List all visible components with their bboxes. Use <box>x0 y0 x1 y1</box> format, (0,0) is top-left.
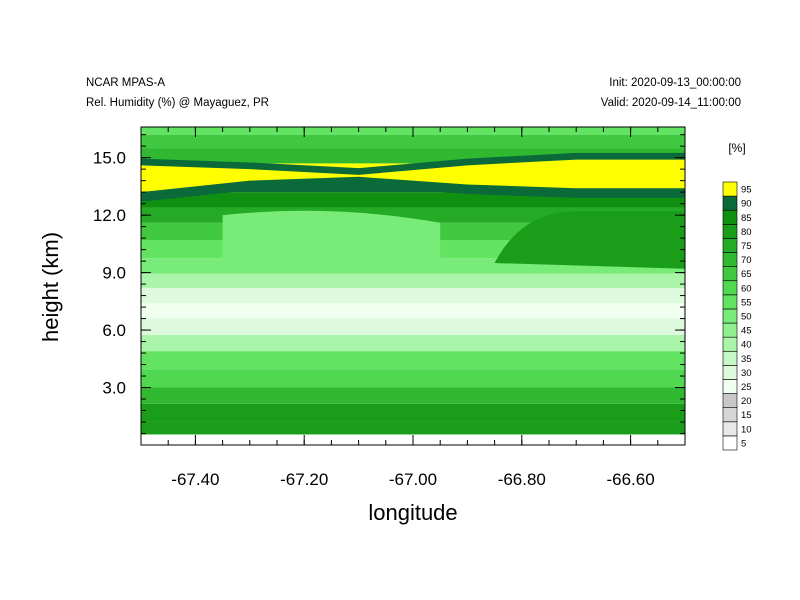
colorbar-label: 5 <box>741 438 746 449</box>
colorbar-swatch <box>722 252 738 267</box>
colorbar-label: 35 <box>741 354 752 365</box>
colorbar-label: 70 <box>741 255 752 266</box>
rh-band <box>141 334 685 352</box>
model-name: NCAR MPAS-A <box>86 77 166 89</box>
colorbar: 5 10 15 20 25 30 35 40 45 50 55 60 65 70 75 80 85 90 95 <box>722 181 752 451</box>
colorbar-label: 30 <box>741 368 752 379</box>
y-tick-label: 9.0 <box>102 264 126 283</box>
x-tick-label: -67.40 <box>171 470 219 489</box>
colorbar-swatch <box>722 280 738 296</box>
colorbar-swatch <box>722 308 738 324</box>
rh-moist-region <box>494 211 685 269</box>
colorbar-label: 40 <box>741 340 752 351</box>
rh-95-band <box>141 159 685 193</box>
colorbar-label: 15 <box>741 410 752 421</box>
colorbar-label: 25 <box>741 382 752 393</box>
colorbar-swatch <box>722 181 738 197</box>
rh-band <box>141 369 685 388</box>
colorbar-label: 80 <box>741 227 752 238</box>
colorbar-label: 60 <box>741 283 752 294</box>
colorbar-label: 45 <box>741 326 752 337</box>
rh-band <box>141 351 685 370</box>
colorbar-swatch <box>722 421 738 437</box>
colorbar-swatch <box>722 238 738 253</box>
colorbar-swatch <box>722 435 738 451</box>
colorbar-label: 65 <box>741 269 752 280</box>
colorbar-label: 50 <box>741 312 752 323</box>
colorbar-swatch <box>722 322 738 338</box>
colorbar-swatch <box>722 209 738 225</box>
y-tick-label: 12.0 <box>93 206 126 225</box>
x-axis-label: longitude <box>368 500 457 525</box>
rh-band <box>141 303 685 319</box>
rh-band <box>141 273 685 288</box>
rh-band <box>141 387 685 404</box>
colorbar-swatch <box>722 195 738 211</box>
y-axis-label: height (km) <box>38 232 63 342</box>
colorbar-unit: [%] <box>728 141 745 155</box>
x-tick-label: -67.00 <box>389 470 437 489</box>
rh-band <box>141 134 685 149</box>
init-time: Init: 2020-09-13_00:00:00 <box>609 77 741 89</box>
x-tick-label: -66.60 <box>606 470 654 489</box>
rh-dry-region <box>222 210 441 273</box>
colorbar-label: 95 <box>741 185 752 196</box>
colorbar-swatch <box>722 294 738 310</box>
colorbar-swatch <box>722 393 738 408</box>
y-tick-label: 3.0 <box>102 379 126 398</box>
x-tick-label: -67.20 <box>280 470 328 489</box>
field-name: Rel. Humidity (%) @ Mayaguez, PR <box>86 97 269 109</box>
colorbar-label: 85 <box>741 213 752 224</box>
colorbar-label: 10 <box>741 424 752 435</box>
y-tick-label: 6.0 <box>102 321 126 340</box>
y-tick-label: 15.0 <box>93 149 126 168</box>
colorbar-label: 20 <box>741 396 752 407</box>
colorbar-swatch <box>722 350 738 366</box>
rh-band <box>141 421 685 435</box>
rh-band <box>141 318 685 335</box>
colorbar-swatch <box>722 365 738 380</box>
colorbar-swatch <box>722 336 738 352</box>
colorbar-label: 75 <box>741 241 752 252</box>
x-tick-label: -66.80 <box>498 470 546 489</box>
colorbar-swatch <box>722 224 738 239</box>
valid-time: Valid: 2020-09-14_11:00:00 <box>600 97 741 109</box>
colorbar-label: 55 <box>741 297 752 308</box>
colorbar-swatch <box>722 379 738 394</box>
colorbar-label: 90 <box>741 199 752 210</box>
colorbar-swatch <box>722 266 738 282</box>
rh-band <box>141 403 685 422</box>
rh-band <box>141 287 685 304</box>
colorbar-swatch <box>722 407 738 423</box>
